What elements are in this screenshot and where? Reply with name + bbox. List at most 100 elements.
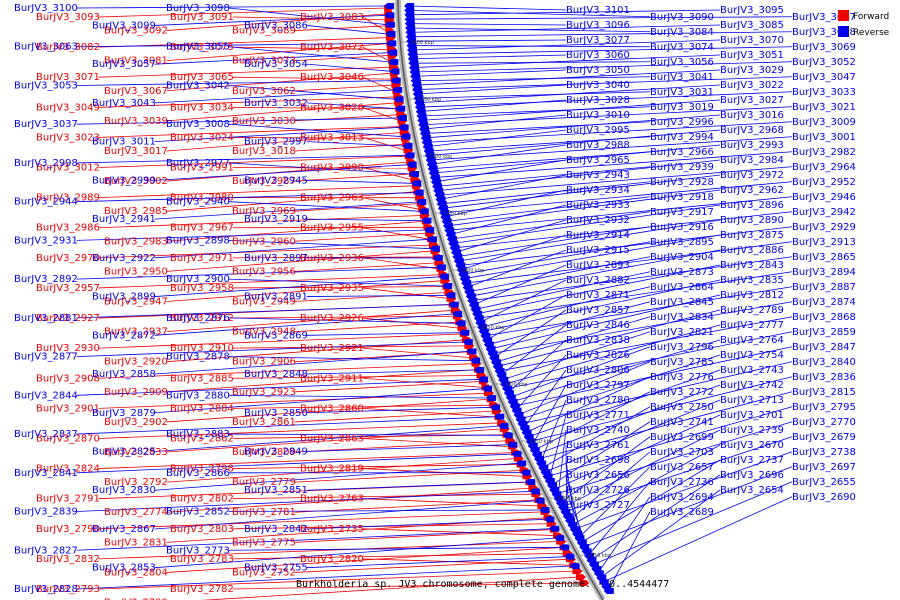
gene-label[interactable]: BurJV3_2887 [792, 282, 856, 293]
gene-label[interactable]: BurJV3_2955 [300, 223, 364, 234]
gene-label[interactable]: BurJV3_2977 [166, 158, 230, 169]
gene-label[interactable]: BurJV3_2697 [792, 462, 856, 473]
gene-label[interactable]: BurJV3_2761 [566, 440, 630, 451]
gene-label[interactable]: BurJV3_2914 [566, 230, 630, 241]
gene-label[interactable]: BurJV3_3046 [300, 72, 364, 83]
gene-label[interactable]: BurJV3_2844 [14, 390, 78, 401]
gene-label[interactable]: BurJV3_2828 [14, 584, 78, 595]
gene-label[interactable]: BurJV3_2879 [92, 408, 156, 419]
gene-label[interactable]: BurJV3_2968 [720, 125, 784, 136]
gene-label[interactable]: BurJV3_3056 [650, 57, 714, 68]
gene-label[interactable]: BurJV3_2740 [566, 425, 630, 436]
gene-label[interactable]: BurJV3_2916 [650, 222, 714, 233]
gene-label[interactable]: BurJV3_2797 [566, 380, 630, 391]
gene-label[interactable]: BurJV3_3091 [170, 12, 234, 23]
gene-label[interactable]: BurJV3_2964 [792, 162, 856, 173]
gene-label[interactable]: BurJV3_2699 [650, 432, 714, 443]
gene-label[interactable]: BurJV3_3034 [170, 102, 234, 113]
gene-label[interactable]: BurJV3_2862 [170, 433, 234, 444]
gene-label[interactable]: BurJV3_2791 [36, 494, 100, 505]
gene-label[interactable]: BurJV3_2815 [792, 387, 856, 398]
gene-label[interactable]: BurJV3_3060 [566, 50, 630, 61]
gene-label[interactable]: BurJV3_2840 [792, 357, 856, 368]
gene-label[interactable]: BurJV3_2957 [36, 283, 100, 294]
gene-label[interactable]: BurJV3_3078 [792, 27, 856, 38]
gene-label[interactable]: BurJV3_2824 [36, 464, 100, 475]
gene-label[interactable]: BurJV3_3098 [166, 3, 230, 14]
gene-label[interactable]: BurJV3_2833 [104, 447, 168, 458]
gene-label[interactable]: BurJV3_2882 [566, 275, 630, 286]
gene-label[interactable]: BurJV3_3072 [300, 42, 364, 53]
gene-label[interactable]: BurJV3_2983 [104, 236, 168, 247]
gene-label[interactable]: BurJV3_2845 [650, 297, 714, 308]
gene-label[interactable]: BurJV3_3016 [720, 110, 784, 121]
gene-label[interactable]: BurJV3_2821 [650, 327, 714, 338]
gene-label[interactable]: BurJV3_2987 [232, 176, 296, 187]
gene-label[interactable]: BurJV3_2863 [300, 433, 364, 444]
gene-label[interactable]: BurJV3_2919 [244, 214, 308, 225]
gene-label[interactable]: BurJV3_2842 [244, 524, 308, 535]
gene-label[interactable]: BurJV3_2918 [650, 192, 714, 203]
gene-label[interactable]: BurJV3_2927 [36, 313, 100, 324]
gene-label[interactable]: BurJV3_2932 [566, 215, 630, 226]
gene-label[interactable]: BurJV3_2936 [300, 253, 364, 264]
gene-label[interactable]: BurJV3_2690 [792, 492, 856, 503]
gene-label[interactable]: BurJV3_2777 [720, 320, 784, 331]
gene-label[interactable]: BurJV3_3052 [792, 57, 856, 68]
gene-label[interactable]: BurJV3_3081 [104, 56, 168, 67]
gene-label[interactable]: BurJV3_2985 [104, 206, 168, 217]
gene-label[interactable]: BurJV3_2792 [104, 477, 168, 488]
gene-label[interactable]: BurJV3_2846 [566, 320, 630, 331]
gene-label[interactable]: BurJV3_2873 [650, 267, 714, 278]
gene-label[interactable]: BurJV3_2991 [170, 163, 234, 174]
gene-label[interactable]: BurJV3_3083 [300, 12, 364, 23]
gene-label[interactable]: BurJV3_3029 [720, 65, 784, 76]
gene-label[interactable]: BurJV3_3095 [720, 5, 784, 16]
gene-label[interactable]: BurJV3_2874 [792, 297, 856, 308]
gene-label[interactable]: BurJV3_3031 [650, 87, 714, 98]
gene-label[interactable]: BurJV3_2930 [36, 343, 100, 354]
gene-label[interactable]: BurJV3_2781 [232, 507, 296, 518]
gene-label[interactable]: BurJV3_2773 [166, 545, 230, 556]
gene-label[interactable]: BurJV3_3042 [166, 80, 230, 91]
gene-label[interactable]: BurJV3_2935 [300, 283, 364, 294]
gene-label[interactable]: BurJV3_2789 [720, 305, 784, 316]
gene-label[interactable]: BurJV3_2727 [566, 500, 630, 511]
gene-label[interactable]: BurJV3_2795 [792, 402, 856, 413]
gene-label[interactable]: BurJV3_2880 [166, 390, 230, 401]
gene-label[interactable]: BurJV3_2872 [92, 330, 156, 341]
gene-label[interactable]: BurJV3_3084 [650, 27, 714, 38]
gene-label[interactable]: BurJV3_2878 [166, 352, 230, 363]
gene-label[interactable]: BurJV3_2847 [792, 342, 856, 353]
gene-label[interactable]: BurJV3_2937 [104, 327, 168, 338]
gene-label[interactable]: BurJV3_3040 [566, 80, 630, 91]
gene-label[interactable]: BurJV3_3085 [720, 20, 784, 31]
gene-label[interactable]: BurJV3_2958 [170, 283, 234, 294]
gene-label[interactable]: BurJV3_2806 [566, 365, 630, 376]
gene-label[interactable]: BurJV3_3067 [104, 86, 168, 97]
gene-label[interactable]: BurJV3_2999 [92, 175, 156, 186]
gene-label[interactable]: BurJV3_3047 [792, 72, 856, 83]
gene-label[interactable]: BurJV3_2969 [232, 206, 296, 217]
gene-label[interactable]: BurJV3_3018 [232, 146, 296, 157]
gene-label[interactable]: BurJV3_2989 [36, 193, 100, 204]
gene-label[interactable]: BurJV3_2783 [170, 554, 234, 565]
gene-label[interactable]: BurJV3_3026 [300, 102, 364, 113]
gene-label[interactable]: BurJV3_2926 [300, 313, 364, 324]
gene-label[interactable]: BurJV3_3013 [300, 132, 364, 143]
gene-label[interactable]: BurJV3_2657 [650, 462, 714, 473]
gene-label[interactable]: BurJV3_3002 [104, 176, 168, 187]
gene-label[interactable]: BurJV3_2820 [300, 554, 364, 565]
gene-label[interactable]: BurJV3_2739 [720, 425, 784, 436]
gene-label[interactable]: BurJV3_2910 [170, 343, 234, 354]
gene-label[interactable]: BurJV3_2812 [720, 290, 784, 301]
gene-label[interactable]: BurJV3_2868 [792, 312, 856, 323]
gene-label[interactable]: BurJV3_2799 [104, 598, 168, 600]
gene-label[interactable]: BurJV3_2902 [104, 417, 168, 428]
gene-label[interactable]: BurJV3_3065 [170, 72, 234, 83]
gene-label[interactable]: BurJV3_2963 [300, 193, 364, 204]
gene-label[interactable]: BurJV3_2701 [720, 410, 784, 421]
gene-label[interactable]: BurJV3_2988 [566, 140, 630, 151]
gene-label[interactable]: BurJV3_2798 [170, 464, 234, 475]
gene-label[interactable]: BurJV3_2742 [720, 380, 784, 391]
